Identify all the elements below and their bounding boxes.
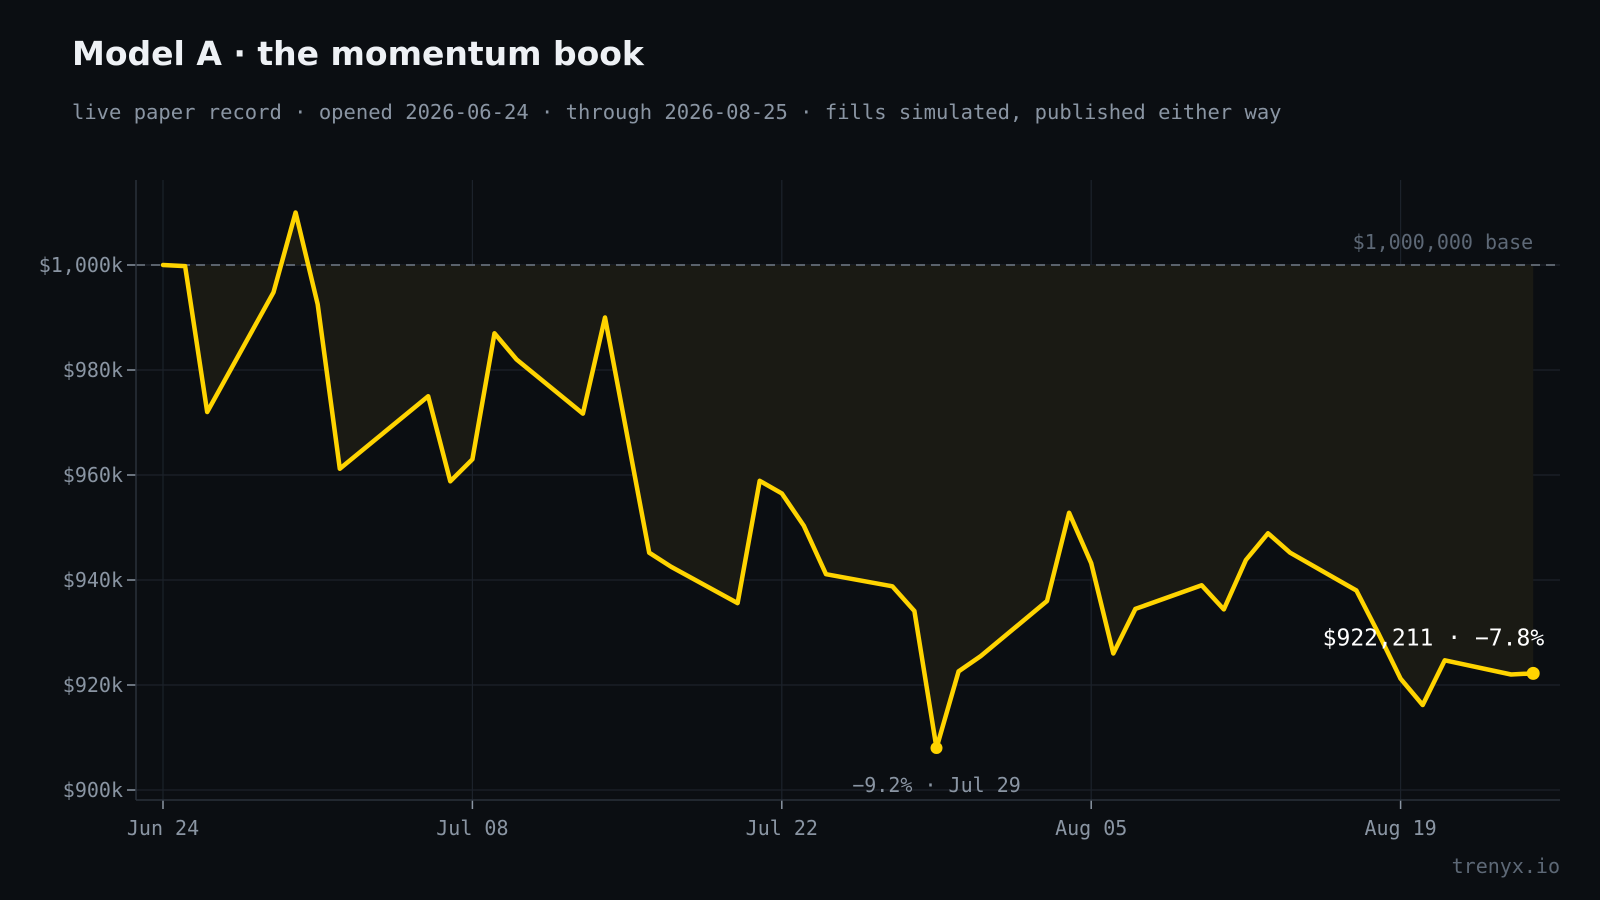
data-point <box>1200 583 1204 587</box>
data-point <box>736 601 740 605</box>
data-point <box>647 551 651 555</box>
data-point <box>515 358 519 362</box>
baseline: $1,000,000 base <box>136 230 1560 266</box>
data-point <box>1421 703 1425 707</box>
data-point <box>603 316 607 320</box>
y-tick-label: $920k <box>63 673 123 697</box>
data-point <box>1399 677 1403 681</box>
data-point <box>890 584 894 588</box>
data-point <box>1354 589 1358 593</box>
data-point <box>780 491 784 495</box>
data-point <box>979 654 983 658</box>
data-point <box>338 467 342 471</box>
data-point <box>1244 558 1248 562</box>
min-annotation-label: −9.2% · Jul 29 <box>852 773 1021 797</box>
y-tick-label: $900k <box>63 778 123 802</box>
x-tick-label: Jul 22 <box>746 816 818 840</box>
last-marker <box>1526 666 1540 680</box>
data-point <box>1222 607 1226 611</box>
data-point <box>824 572 828 576</box>
y-tick-label: $980k <box>63 358 123 382</box>
data-point <box>161 263 165 267</box>
data-point <box>802 524 806 528</box>
data-point <box>912 609 916 613</box>
data-point <box>1111 652 1115 656</box>
data-point <box>957 669 961 673</box>
data-point <box>183 264 187 268</box>
data-point <box>493 331 497 335</box>
x-tick-label: Aug 19 <box>1364 816 1436 840</box>
data-point <box>1509 673 1513 677</box>
data-point <box>669 565 673 569</box>
data-point <box>272 290 276 294</box>
x-tick-label: Jul 08 <box>436 816 508 840</box>
drawdown-area <box>163 212 1534 748</box>
chart-title: Model A · the momentum book <box>72 34 644 73</box>
data-point <box>470 457 474 461</box>
x-tick-label: Jun 24 <box>127 816 199 840</box>
chart-subtitle: live paper record · opened 2026-06-24 · … <box>72 100 1282 124</box>
equity-line <box>160 210 1536 751</box>
data-point <box>1443 658 1447 662</box>
data-point <box>1133 607 1137 611</box>
equity-series <box>160 210 1536 751</box>
baseline-label: $1,000,000 base <box>1353 230 1534 254</box>
data-point <box>316 302 320 306</box>
data-point <box>1288 551 1292 555</box>
annotations: −9.2% · Jul 29 $922,211 · −7.8% <box>852 625 1544 797</box>
data-point <box>1089 561 1093 565</box>
y-tick-label: $940k <box>63 568 123 592</box>
min-marker <box>930 742 943 754</box>
data-point <box>1266 531 1270 535</box>
data-point <box>758 479 762 483</box>
drawdown-fill <box>163 212 1534 748</box>
y-tick-label: $960k <box>63 463 123 487</box>
y-tick-label: $1,000k <box>39 253 123 277</box>
data-point <box>448 479 452 483</box>
data-point <box>1067 511 1071 515</box>
data-point <box>1045 599 1049 603</box>
data-point <box>581 412 585 416</box>
last-annotation-label: $922,211 · −7.8% <box>1323 625 1545 651</box>
data-point <box>426 394 430 398</box>
x-tick-label: Aug 05 <box>1055 816 1127 840</box>
data-point <box>205 410 209 414</box>
watermark: trenyx.io <box>1451 854 1560 878</box>
data-point <box>294 211 298 215</box>
axes: $900k $920k $940k $960k $980k $1,000k Jun 24 Ju… <box>39 180 1560 840</box>
